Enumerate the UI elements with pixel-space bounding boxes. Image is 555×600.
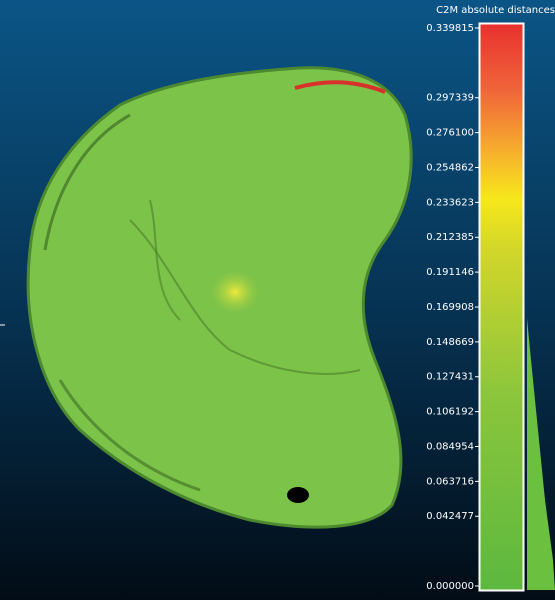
tick-group: 0.339815 0.297339 0.276100 0.254862 0.233623… (426, 23, 479, 592)
scale-tick-label: 0.276100 (426, 128, 474, 139)
color-bar (478, 22, 525, 592)
scale-tick-label: 0.042477 (426, 511, 474, 522)
scale-title: C2M absolute distances (436, 5, 555, 16)
scale-tick-label: 0.000000 (426, 581, 474, 592)
scale-tick-label: 0.148669 (426, 337, 474, 348)
scale-tick-label: 0.084954 (426, 441, 474, 452)
scale-tick-label: 0.169908 (426, 302, 474, 313)
scale-tick-label: 0.063716 (426, 476, 474, 487)
scale-tick-label: 0.212385 (426, 232, 474, 243)
scale-tick-label: 0.191146 (426, 267, 474, 278)
histogram (527, 318, 555, 590)
mesh (26, 66, 413, 529)
scale-tick-label: 0.233623 (426, 197, 474, 208)
scale-tick-label: 0.254862 (426, 162, 474, 173)
scale-tick-label: 0.339815 (426, 23, 474, 34)
scale-tick-label: 0.297339 (426, 93, 474, 104)
scale-tick-label: 0.106192 (426, 407, 474, 418)
scale-tick-label: 0.127431 (426, 372, 474, 383)
